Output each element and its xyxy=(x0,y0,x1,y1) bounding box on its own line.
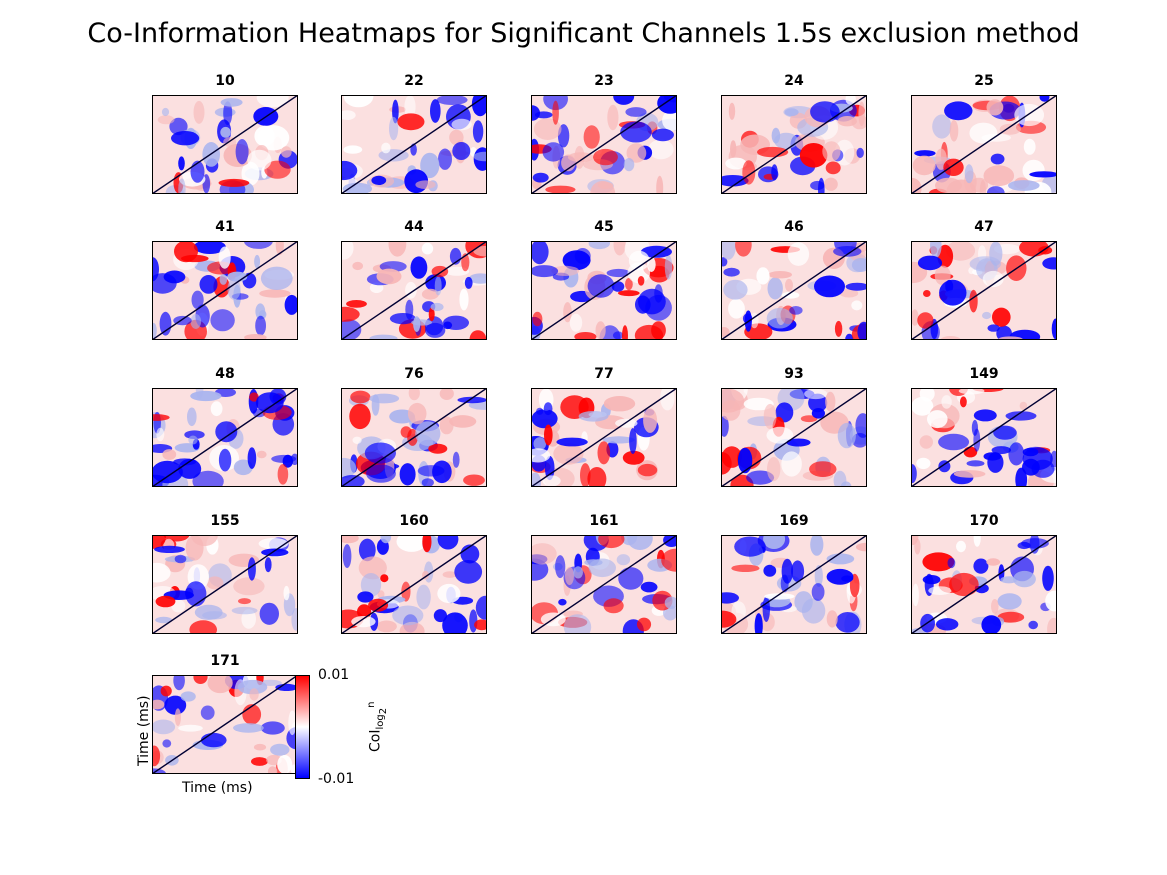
heatmap-panel-155 xyxy=(152,535,298,634)
panel-title-25: 25 xyxy=(974,73,994,89)
heatmap-panel-171 xyxy=(152,675,298,774)
colorbar-max-label: 0.01 xyxy=(318,667,350,683)
panel-title-77: 77 xyxy=(594,366,614,382)
panel-title-46: 46 xyxy=(784,219,804,235)
colorbar-label-sup: n xyxy=(366,701,377,708)
heatmap-panel-44 xyxy=(341,241,487,340)
heatmap-panel-170 xyxy=(911,535,1057,634)
panel-title-10: 10 xyxy=(215,73,235,89)
panel-title-171: 171 xyxy=(210,653,240,669)
heatmap-panel-46 xyxy=(721,241,867,340)
heatmap-panel-76 xyxy=(341,388,487,487)
heatmap-panel-47 xyxy=(911,241,1057,340)
colorbar-label-subsub: 2 xyxy=(378,707,390,715)
panel-title-169: 169 xyxy=(779,513,809,529)
panel-title-22: 22 xyxy=(404,73,424,89)
panel-title-161: 161 xyxy=(589,513,619,529)
x-axis-label: Time (ms) xyxy=(182,780,253,796)
panel-title-41: 41 xyxy=(215,219,235,235)
panel-title-155: 155 xyxy=(210,513,240,529)
heatmap-panel-22 xyxy=(341,95,487,194)
heatmap-panel-161 xyxy=(531,535,677,634)
heatmap-panel-25 xyxy=(911,95,1057,194)
panel-title-23: 23 xyxy=(594,73,614,89)
heatmap-panel-41 xyxy=(152,241,298,340)
colorbar-label-base: CoI xyxy=(367,729,384,752)
heatmap-panel-10 xyxy=(152,95,298,194)
panel-title-48: 48 xyxy=(215,366,235,382)
heatmap-panel-23 xyxy=(531,95,677,194)
heatmap-panel-24 xyxy=(721,95,867,194)
y-axis-label: Time (ms) xyxy=(136,695,152,766)
panel-title-160: 160 xyxy=(399,513,429,529)
panel-title-45: 45 xyxy=(594,219,614,235)
colorbar-label: CoIlog2n xyxy=(366,702,389,752)
heatmap-panel-48 xyxy=(152,388,298,487)
panel-title-170: 170 xyxy=(969,513,999,529)
panel-title-24: 24 xyxy=(784,73,804,89)
panel-title-93: 93 xyxy=(784,366,804,382)
panel-title-149: 149 xyxy=(969,366,999,382)
panel-title-44: 44 xyxy=(404,219,424,235)
heatmap-panel-77 xyxy=(531,388,677,487)
panel-title-76: 76 xyxy=(404,366,424,382)
colorbar xyxy=(295,675,310,779)
heatmap-panel-93 xyxy=(721,388,867,487)
heatmap-panel-45 xyxy=(531,241,677,340)
colorbar-min-label: -0.01 xyxy=(318,771,355,787)
figure-title: Co-Information Heatmaps for Significant … xyxy=(87,18,1080,49)
heatmap-panel-160 xyxy=(341,535,487,634)
colorbar-label-sub: log xyxy=(375,714,387,730)
panel-title-47: 47 xyxy=(974,219,994,235)
heatmap-panel-169 xyxy=(721,535,867,634)
heatmap-panel-149 xyxy=(911,388,1057,487)
